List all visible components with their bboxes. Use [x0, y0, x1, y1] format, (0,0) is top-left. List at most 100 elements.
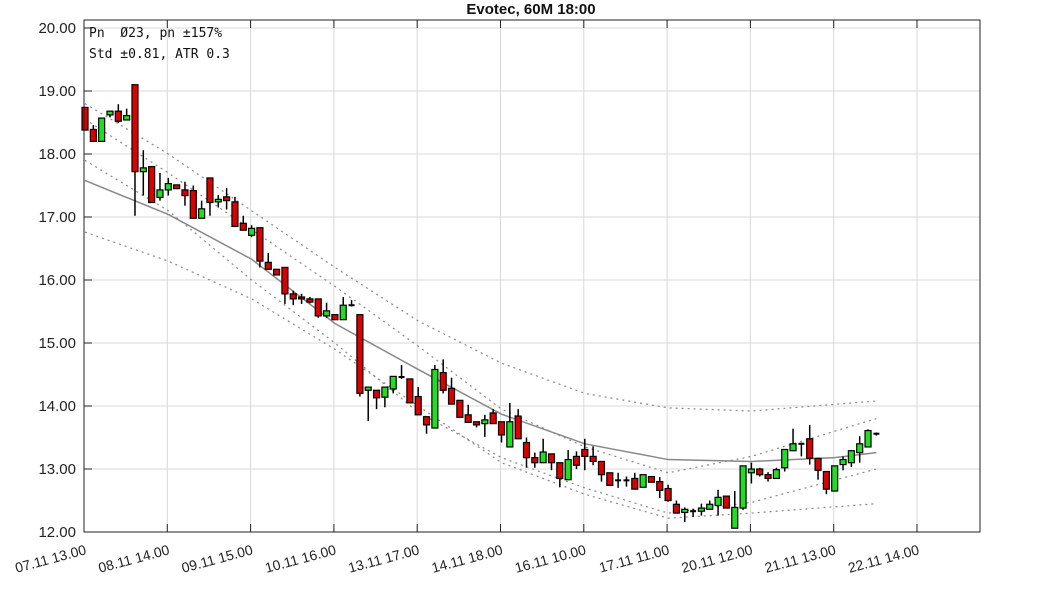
candle	[314, 298, 322, 318]
chart-title: Evotec, 60M 18:00	[466, 1, 595, 18]
candle	[564, 450, 572, 481]
candle-body	[181, 189, 189, 197]
candle-body	[722, 495, 731, 509]
x-tick-label: 16.11 10.00	[513, 541, 588, 575]
candle-body	[297, 296, 306, 300]
candle	[431, 365, 439, 429]
candle	[422, 416, 431, 434]
candle-body	[464, 414, 472, 423]
candle-body	[431, 368, 439, 429]
candle	[639, 474, 647, 488]
candle-body	[531, 457, 539, 464]
candle	[447, 377, 456, 405]
regression-curve	[84, 179, 877, 463]
candle	[706, 500, 714, 510]
y-tick-label: 20.00	[38, 20, 76, 37]
candle	[398, 365, 405, 379]
candle-body	[672, 503, 681, 514]
y-tick-label: 15.00	[38, 335, 76, 352]
candle-body	[123, 114, 131, 121]
candle-body	[589, 455, 597, 463]
candle	[514, 409, 522, 440]
candle	[831, 465, 839, 492]
candle	[756, 467, 764, 477]
candle-body	[372, 389, 381, 399]
candle-body	[164, 183, 172, 191]
candle-body	[681, 508, 689, 514]
candle-body	[339, 304, 347, 321]
candle	[864, 429, 872, 448]
candle	[481, 414, 489, 437]
candle	[539, 438, 547, 464]
candle-body	[272, 268, 281, 276]
candle	[506, 402, 514, 448]
candle-body	[739, 465, 747, 509]
candle	[156, 172, 164, 201]
candle	[731, 491, 739, 529]
candle-body	[522, 441, 531, 459]
candle-body	[839, 458, 847, 466]
candle-body	[306, 298, 314, 303]
candle	[839, 456, 847, 471]
candle	[581, 438, 589, 471]
candle-body	[756, 468, 764, 476]
y-tick-label: 17.00	[38, 209, 76, 226]
x-tick-label: 20.11 12.00	[680, 541, 755, 575]
x-tick-label: 08.11 14.00	[96, 541, 171, 575]
candle-body	[597, 460, 606, 476]
grid	[84, 20, 980, 533]
candle-body	[406, 378, 414, 404]
candle	[798, 442, 805, 457]
candle	[764, 472, 772, 482]
y-tick-label: 12.00	[38, 524, 76, 541]
candle-body	[706, 503, 714, 510]
candle-body	[731, 506, 739, 529]
candle-body	[364, 386, 372, 391]
candle-body	[389, 375, 397, 390]
regression-line	[84, 179, 877, 463]
candle-body	[148, 166, 156, 204]
candle-body	[189, 189, 197, 219]
x-tick-label: 07.11 13.00	[13, 541, 88, 575]
candle	[747, 462, 756, 484]
candle	[623, 476, 630, 487]
candle-body	[747, 468, 756, 474]
candle	[664, 484, 672, 502]
candle-body	[831, 465, 839, 492]
candle	[173, 184, 181, 190]
candle	[739, 465, 747, 510]
candle-body	[606, 472, 614, 486]
x-tick-label: 22.11 14.00	[846, 541, 921, 575]
candle	[606, 472, 614, 486]
candle	[814, 457, 822, 480]
candle	[439, 359, 447, 394]
candle-body	[381, 386, 389, 398]
candle-body	[631, 477, 639, 490]
candle	[406, 378, 414, 404]
candle	[456, 399, 464, 418]
candle-body	[497, 421, 506, 436]
candle-body	[223, 196, 231, 202]
candle	[331, 314, 339, 321]
candle-body	[639, 474, 647, 488]
candle-body	[481, 419, 489, 425]
candle-body	[697, 507, 706, 512]
std-bands	[84, 103, 877, 519]
candle-body	[856, 443, 864, 454]
candle-body	[664, 487, 672, 502]
candle	[681, 507, 689, 522]
candle	[697, 503, 706, 516]
candle	[322, 302, 331, 318]
candle	[372, 389, 381, 410]
candle	[181, 181, 189, 206]
candle-body	[331, 314, 339, 321]
annotation-line-1: Pn Ø23, pn ±157%	[89, 26, 222, 41]
candle	[89, 125, 97, 142]
candle-body	[114, 110, 122, 122]
candle	[472, 421, 481, 428]
candle-body	[256, 227, 264, 262]
y-tick-label: 16.00	[38, 272, 76, 289]
candle-body	[173, 184, 181, 190]
candle	[556, 462, 564, 488]
candle	[822, 470, 830, 495]
